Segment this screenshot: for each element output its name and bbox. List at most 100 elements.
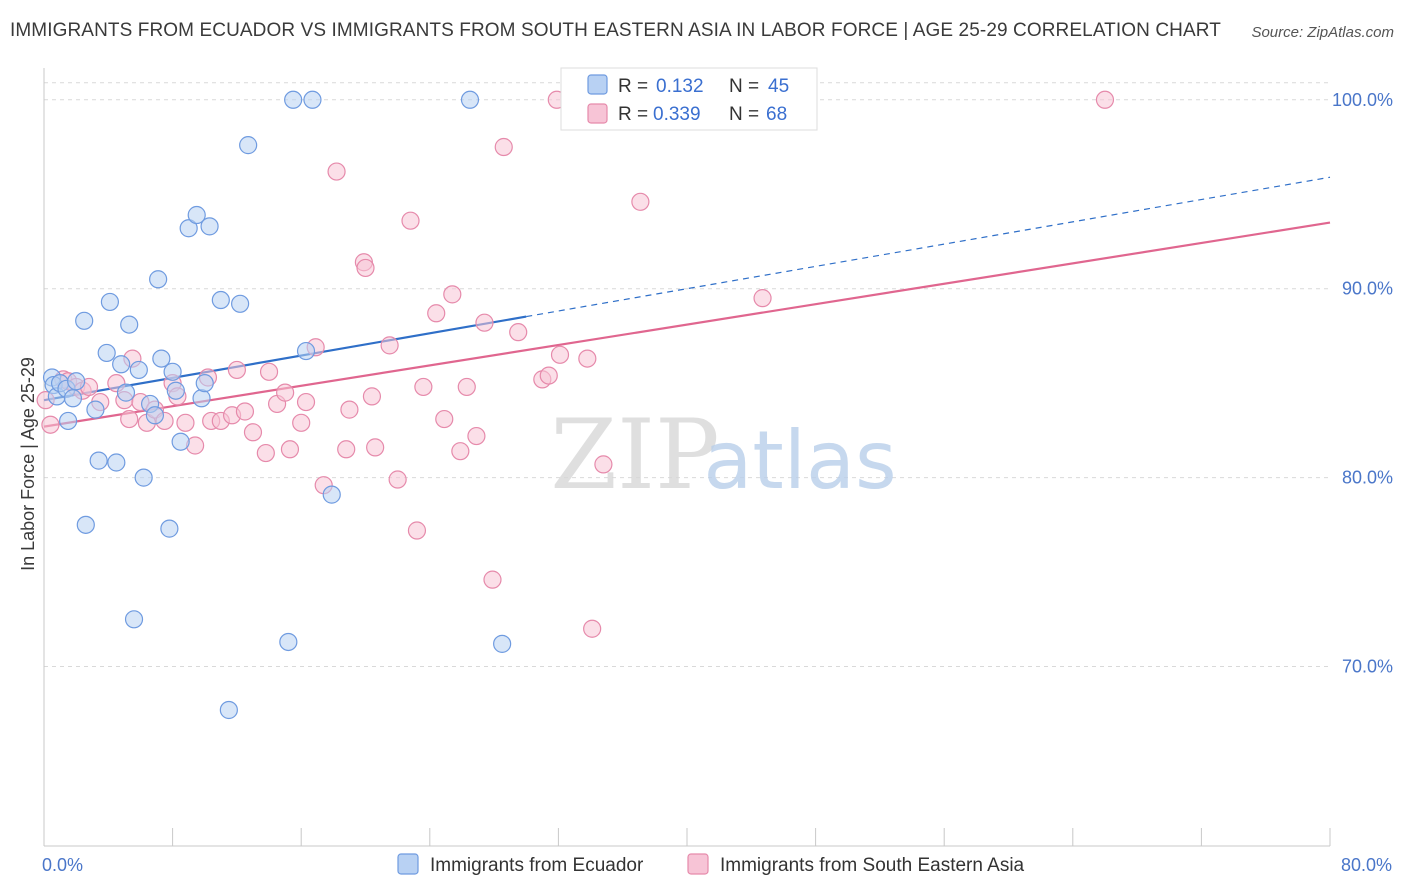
sea-point	[583, 619, 602, 638]
ecuador-point	[303, 90, 322, 109]
sea-point	[427, 304, 446, 323]
sea-point	[467, 426, 486, 446]
ecuador-point	[124, 610, 144, 629]
sea-point	[594, 455, 613, 474]
y-tick-label: 90.0%	[1342, 279, 1393, 299]
data-points	[36, 90, 1115, 720]
ecuador-point	[145, 406, 165, 425]
ecuador-point	[296, 341, 316, 361]
legend-r-label-ecuador: R =	[618, 76, 648, 97]
watermark-zip: ZIP	[550, 399, 719, 511]
x-tick-labels: 0.0% 80.0%	[42, 855, 1392, 875]
legend-n-value-sea: 68	[766, 104, 787, 125]
ecuador-point	[86, 400, 105, 419]
watermark-atlas: atlas	[703, 414, 896, 507]
ecuador-point	[76, 515, 95, 534]
ecuador-point	[67, 372, 86, 391]
ecuador-point	[89, 451, 108, 470]
ecuador-point	[239, 136, 258, 155]
ecuador-point	[211, 290, 230, 310]
sea-point	[407, 521, 427, 540]
ecuador-point	[163, 362, 182, 381]
ecuador-point	[192, 389, 211, 408]
sea-point	[337, 440, 356, 459]
sea-point	[340, 400, 359, 419]
ecuador-point	[200, 217, 219, 236]
sea-point	[483, 570, 502, 589]
sea-point	[380, 336, 399, 355]
sea-point	[176, 413, 195, 432]
legend-n-label-ecuador: N =	[729, 76, 759, 97]
chart-title: IMMIGRANTS FROM ECUADOR VS IMMIGRANTS FR…	[10, 20, 1221, 41]
ecuador-point	[166, 381, 185, 400]
ecuador-point	[120, 315, 139, 334]
ecuador-point	[112, 355, 131, 374]
sea-point	[120, 409, 139, 429]
sea-point	[451, 442, 470, 461]
ecuador-point	[152, 349, 171, 368]
ecuador-point	[195, 374, 214, 393]
sea-point	[41, 415, 60, 434]
legend-r-value-sea: 0.339	[653, 104, 701, 125]
ecuador-point	[279, 632, 298, 652]
sea-point	[550, 345, 570, 364]
axes	[43, 68, 1331, 847]
sea-point	[243, 423, 263, 442]
sea-point	[366, 438, 385, 457]
sea-point	[227, 360, 246, 380]
ecuador-point	[322, 485, 341, 504]
sea-point	[414, 377, 433, 397]
sea-point	[1095, 90, 1115, 109]
sea-point	[327, 162, 346, 181]
x-tick-label-max: 80.0%	[1341, 855, 1392, 875]
legend-swatch-sea	[587, 103, 608, 124]
sea-point	[259, 362, 279, 381]
sea-point	[509, 323, 528, 342]
bottom-legend-swatch-ecuador	[397, 853, 419, 875]
sea-point	[435, 409, 454, 429]
ecuador-point	[160, 519, 179, 538]
ecuador-point	[107, 453, 126, 472]
ecuador-point	[100, 292, 120, 312]
legend-n-label-sea: N =	[729, 104, 759, 125]
legend-r-value-ecuador: 0.132	[656, 76, 704, 97]
legend: R = 0.132 N = 45 R = 0.339 N = 68	[560, 67, 818, 131]
x-tick-label-min: 0.0%	[42, 855, 83, 875]
trendline-ecuador-extension	[526, 176, 1331, 318]
ecuador-point	[231, 294, 250, 313]
ecuador-point	[63, 389, 83, 408]
bottom-legend-label-sea: Immigrants from South Eastern Asia	[720, 855, 1025, 876]
ecuador-point	[129, 360, 148, 380]
sea-point	[401, 211, 420, 230]
trendline-sea	[43, 221, 1331, 428]
sea-point	[362, 387, 382, 406]
sea-point	[539, 366, 558, 385]
ecuador-point	[219, 700, 238, 720]
ecuador-point	[134, 468, 153, 487]
y-tick-label: 100.0%	[1332, 90, 1393, 110]
ecuador-point	[493, 634, 512, 653]
chart-source: Source: ZipAtlas.com	[1251, 24, 1394, 41]
ecuador-point	[179, 219, 198, 238]
sea-point	[356, 258, 375, 278]
y-axis-label: In Labor Force | Age 25-29	[18, 357, 38, 571]
sea-point	[443, 285, 462, 304]
legend-r-label-sea: R =	[618, 104, 648, 125]
ecuador-point	[75, 311, 94, 330]
y-tick-labels: 70.0% 80.0% 90.0% 100.0%	[1332, 90, 1393, 677]
ecuador-point	[149, 270, 168, 289]
sea-point	[276, 383, 295, 402]
legend-swatch-ecuador	[587, 74, 608, 95]
ecuador-point	[59, 411, 78, 431]
sea-point	[235, 402, 255, 421]
ecuador-point	[97, 343, 116, 363]
ecuador-point	[284, 90, 303, 109]
watermark: ZIP atlas	[550, 399, 896, 511]
ecuador-point	[460, 90, 480, 109]
y-tick-label: 80.0%	[1342, 468, 1393, 488]
sea-point	[578, 349, 597, 368]
bottom-legend-label-ecuador: Immigrants from Ecuador	[430, 855, 644, 876]
sea-point	[388, 470, 407, 489]
sea-point	[457, 377, 476, 397]
